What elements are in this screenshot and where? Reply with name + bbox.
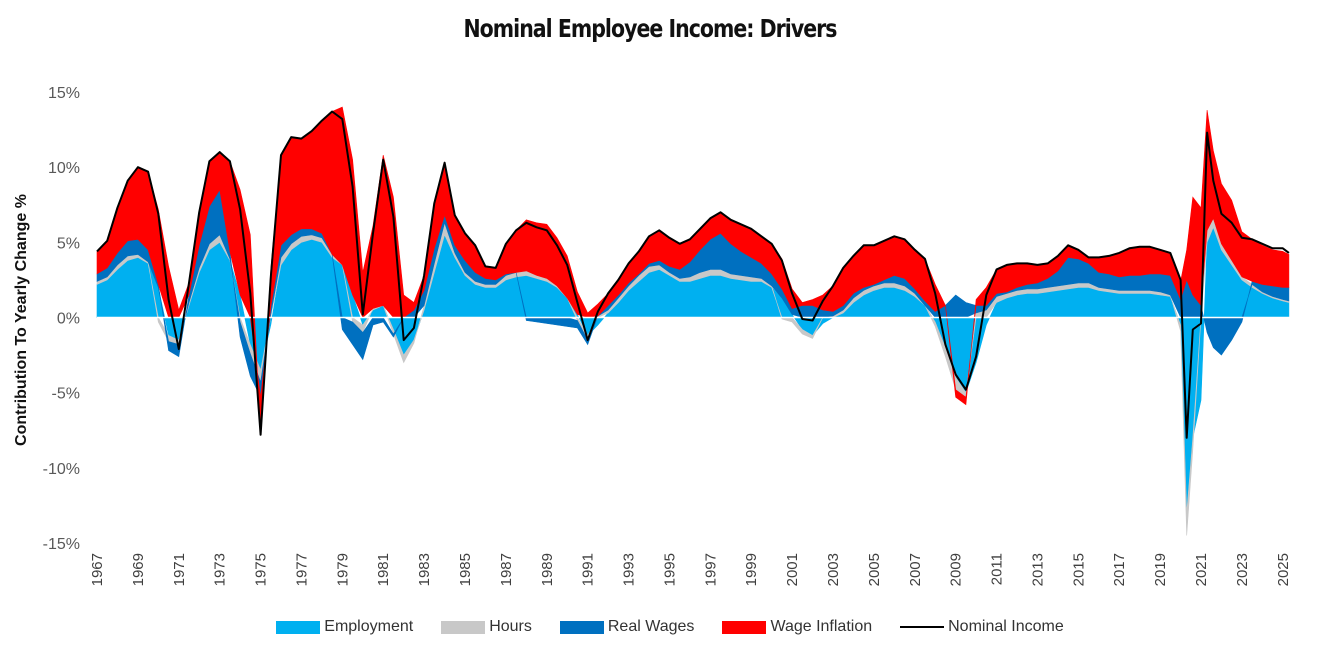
legend-item-real-wages: Real Wages [559, 618, 695, 636]
y-tick-label: -5% [52, 386, 80, 403]
legend-swatch-wage-inflation [722, 620, 767, 634]
legend-label-wage-inflation: Wage Inflation [770, 618, 873, 635]
legend-label-real-wages: Real Wages [607, 618, 695, 635]
x-tick-label: 1971 [171, 553, 188, 586]
x-tick-label: 2009 [948, 553, 965, 586]
chart-title: Nominal Employee Income: Drivers [463, 14, 838, 43]
y-tick-label: 0% [57, 311, 80, 328]
x-tick-label: 2003 [825, 553, 842, 586]
x-tick-label: 1977 [293, 553, 310, 586]
x-tick-label: 2005 [866, 553, 883, 586]
x-tick-label: 2023 [1234, 553, 1251, 586]
x-tick-label: 2019 [1152, 553, 1169, 586]
x-tick-label: 1981 [375, 553, 392, 586]
nominal-income-line-group [96, 110, 1290, 439]
x-tick-label: 2025 [1275, 553, 1292, 586]
x-tick-label: 1987 [498, 553, 515, 586]
x-tick-label: 1969 [130, 553, 147, 586]
line-nominal-income [96, 110, 1290, 439]
x-tick-label: 1995 [661, 553, 678, 586]
x-tick-label: 1973 [212, 553, 229, 586]
x-tick-label: 2021 [1193, 553, 1210, 586]
x-tick-label: 1979 [334, 553, 351, 586]
y-tick-label: -15% [43, 536, 80, 553]
x-tick-label: 2015 [1070, 553, 1087, 586]
y-tick-labels: 15% 10% 5% 0% -5% -10% -15% [43, 85, 80, 553]
x-tick-label: 2007 [907, 553, 924, 586]
y-tick-label: 10% [48, 160, 80, 177]
legend-label-employment: Employment [324, 618, 414, 635]
x-tick-label: 1975 [253, 553, 270, 586]
x-tick-label: 1999 [743, 553, 760, 586]
x-tick-label: 2017 [1111, 553, 1128, 586]
legend-swatch-employment [276, 620, 321, 634]
x-tick-label: 1967 [89, 553, 106, 586]
legend-label-hours: Hours [489, 618, 532, 635]
legend: Employment Hours Real Wages Wage Inflati… [0, 618, 1340, 636]
x-tick-label: 1983 [416, 553, 433, 586]
y-tick-label: 15% [48, 85, 80, 102]
legend-item-nominal-income: Nominal Income [900, 618, 1064, 636]
legend-swatch-hours [441, 620, 486, 634]
area-series-group [96, 106, 1290, 536]
x-tick-label: 1985 [457, 553, 474, 586]
y-tick-label: -10% [43, 461, 80, 478]
legend-swatch-nominal-income [900, 626, 945, 628]
legend-item-wage-inflation: Wage Inflation [722, 618, 872, 636]
legend-item-employment: Employment [276, 618, 413, 636]
x-tick-label: 2013 [1029, 553, 1046, 586]
legend-label-nominal-income: Nominal Income [948, 618, 1064, 635]
x-tick-label: 1989 [539, 553, 556, 586]
x-tick-label: 1993 [621, 553, 638, 586]
x-tick-label: 2001 [784, 553, 801, 586]
legend-swatch-real-wages [559, 620, 604, 634]
x-tick-label: 1991 [580, 553, 597, 586]
x-tick-label: 1997 [702, 553, 719, 586]
x-tick-labels: 1967 1969 1971 1973 1975 1977 1979 1981 1983 1985… [89, 553, 1292, 586]
y-tick-label: 5% [57, 235, 80, 252]
x-tick-label: 2011 [989, 553, 1006, 585]
legend-item-hours: Hours [441, 618, 532, 636]
